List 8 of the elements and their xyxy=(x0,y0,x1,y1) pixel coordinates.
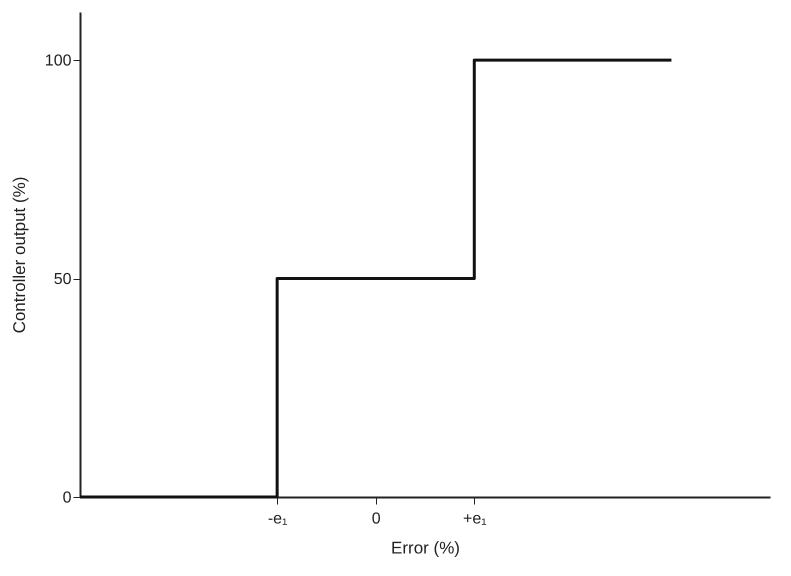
x-tick-label: 0 xyxy=(372,510,381,528)
x-axis-title: Error (%) xyxy=(391,538,460,558)
y-tick-label: 50 xyxy=(54,271,72,288)
y-axis-title: Controller output (%) xyxy=(10,176,29,334)
y-tick-label: 100 xyxy=(44,52,72,70)
x-tick-label: -e₁ xyxy=(268,510,288,528)
y-tick-label: 0 xyxy=(62,490,72,506)
x-tick-label: +e₁ xyxy=(462,510,487,528)
